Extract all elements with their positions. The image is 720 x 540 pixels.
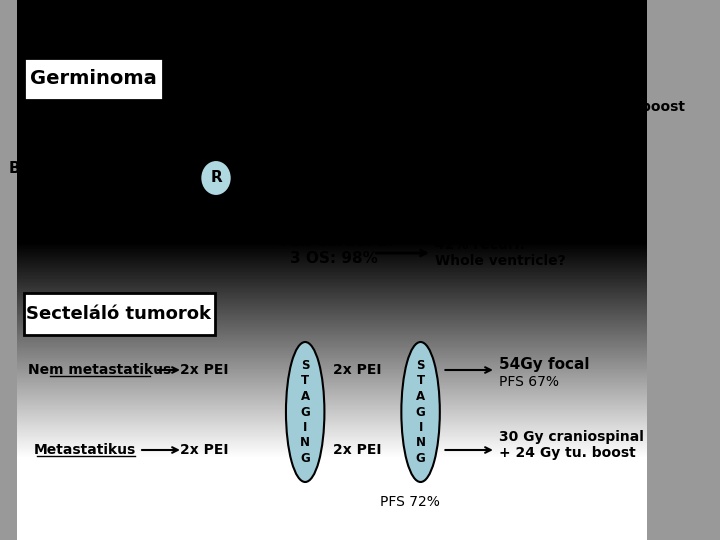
Text: Biopszia / reszekció: Biopszia / reszekció: [9, 160, 177, 176]
Text: Nem metastatikus: Nem metastatikus: [28, 363, 171, 377]
Ellipse shape: [401, 342, 440, 482]
Text: Irradiáció: 24 Gy CranioSpinal + 16 Gy boost
5 OS: 94%: Irradiáció: 24 Gy CranioSpinal + 16 Gy b…: [336, 100, 685, 130]
Text: 2x PEI: 2x PEI: [181, 363, 229, 377]
Text: 2x PEI: 2x PEI: [333, 363, 382, 377]
Text: S
T
A
G
I
N
G: S T A G I N G: [300, 359, 310, 465]
Text: PFS 67%: PFS 67%: [499, 375, 559, 389]
Text: 40 Gy focal irrad.
42% recurr.
Whole ventricle?: 40 Gy focal irrad. 42% recurr. Whole ven…: [435, 222, 570, 268]
FancyBboxPatch shape: [24, 293, 215, 335]
Text: 30 Gy craniospinal
+ 24 Gy tu. boost: 30 Gy craniospinal + 24 Gy tu. boost: [499, 430, 644, 460]
Text: 2x CarboPEI
3 OS: 98%: 2x CarboPEI 3 OS: 98%: [290, 234, 394, 266]
Text: SIOP CNS GCT 96 (GB, D, Fr, I): SIOP CNS GCT 96 (GB, D, Fr, I): [75, 17, 588, 46]
Text: 54Gy focal: 54Gy focal: [499, 356, 590, 372]
Ellipse shape: [286, 342, 325, 482]
Text: Germinoma: Germinoma: [30, 70, 157, 89]
Text: Secteláló tumorok: Secteláló tumorok: [27, 305, 212, 323]
Text: 2x PEI: 2x PEI: [181, 443, 229, 457]
Text: PFS 72%: PFS 72%: [380, 495, 440, 509]
Text: 2x PEI: 2x PEI: [333, 443, 382, 457]
Circle shape: [200, 160, 232, 196]
Text: R: R: [210, 171, 222, 186]
FancyBboxPatch shape: [24, 58, 163, 100]
Text: S
T
A
G
I
N
G: S T A G I N G: [415, 359, 426, 465]
Text: Metastatikus: Metastatikus: [34, 443, 136, 457]
